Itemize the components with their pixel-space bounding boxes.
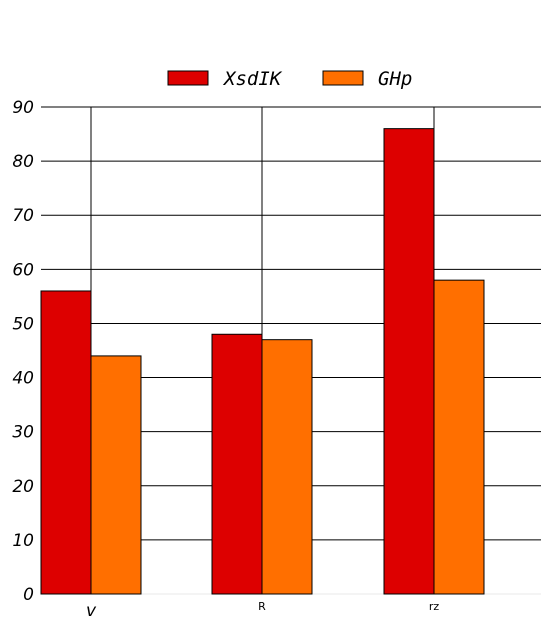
y-tick-label: 80	[12, 152, 34, 172]
bars	[40, 128, 485, 595]
x-tick-label: v	[86, 601, 97, 621]
x-tick-label: rz	[429, 600, 440, 613]
bar-GHp-rz	[433, 279, 485, 595]
y-axis-ticks: 0 10 20 30 40 50 60 70 80 90	[12, 98, 34, 605]
bar-XsdIK-rz	[383, 128, 435, 595]
bar-GHp-v	[90, 355, 142, 595]
bar-XsdIK-R	[211, 333, 263, 595]
x-tick-label: R	[258, 600, 266, 613]
legend: XsdIK GHp	[167, 68, 412, 90]
legend-swatch	[167, 70, 209, 86]
y-tick-label: 90	[12, 98, 34, 118]
y-tick-label: 20	[12, 477, 34, 497]
legend-label: GHp	[378, 68, 412, 90]
y-tick-label: 50	[12, 314, 34, 334]
y-tick-label: 70	[12, 206, 34, 226]
y-tick-label: 30	[12, 423, 34, 443]
bar-GHp-R	[261, 339, 313, 595]
y-tick-label: 0	[23, 585, 34, 605]
y-tick-label: 10	[12, 531, 34, 551]
y-tick-label: 40	[12, 369, 34, 389]
y-tick-label: 60	[12, 260, 34, 280]
bar-XsdIK-v	[40, 290, 92, 595]
legend-item: GHp	[322, 68, 412, 90]
legend-swatch	[322, 70, 364, 86]
legend-item: XsdIK	[167, 68, 283, 90]
legend-label: XsdIK	[222, 68, 283, 90]
